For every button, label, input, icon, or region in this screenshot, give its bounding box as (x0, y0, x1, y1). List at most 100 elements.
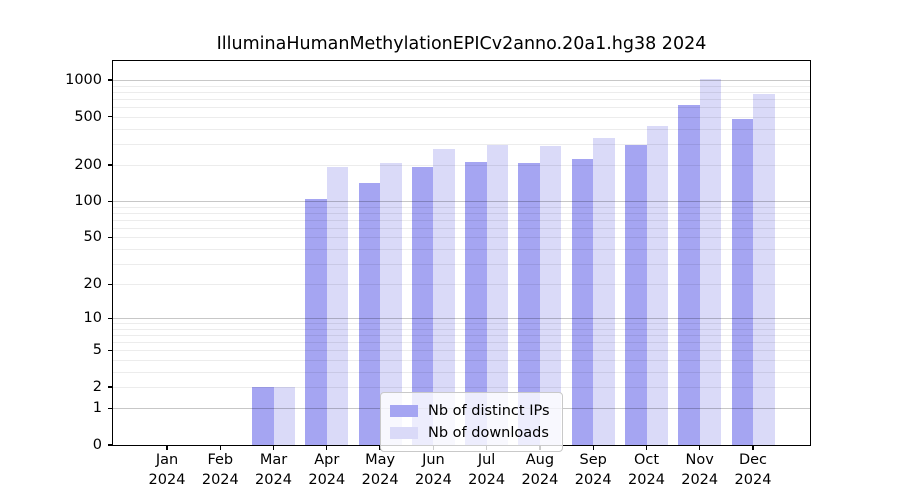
bar-aug-downloads (539, 145, 562, 445)
y-tick-label-20: 20 (83, 276, 102, 293)
y-tick-label-1: 1 (92, 400, 102, 417)
gridline-6 (113, 342, 810, 344)
bar-jul-ips (465, 161, 487, 445)
gridline-60 (113, 227, 810, 229)
y-tick-mark-2 (108, 386, 113, 388)
x-tick-label-apr: Apr 2024 (308, 452, 346, 488)
y-tick-mark-200 (108, 164, 113, 166)
x-tick-mark-oct (645, 445, 648, 450)
y-tick-label-500: 500 (74, 108, 102, 125)
x-tick-label-sep: Sep 2024 (574, 452, 612, 488)
x-tick-label-feb: Feb 2024 (201, 452, 239, 488)
bar-oct-ips (625, 145, 647, 445)
gridline-20 (113, 284, 810, 286)
x-tick-label-nov: Nov 2024 (681, 452, 719, 488)
gridline-8 (113, 329, 810, 330)
x-tick-mark-jan (166, 445, 168, 450)
x-tick-label-aug: Aug 2024 (521, 452, 559, 488)
gridline-300 (113, 143, 810, 145)
bar-sep-ips (571, 158, 594, 445)
gridline-10 (113, 318, 810, 320)
gridline-80 (113, 212, 810, 214)
bar-oct-downloads (646, 125, 668, 445)
y-tick-label-10: 10 (83, 310, 102, 327)
gridline-400 (113, 128, 810, 130)
y-tick-mark-500 (108, 116, 113, 118)
legend-label-distinct-ips: Nb of distinct IPs (428, 403, 550, 419)
y-tick-label-50: 50 (83, 229, 102, 246)
y-tick-label-5: 5 (92, 342, 102, 359)
bar-jul-downloads (486, 145, 509, 445)
legend-label-downloads: Nb of downloads (428, 425, 549, 441)
y-tick-mark-0 (108, 444, 113, 446)
legend-swatch-distinct-ips (390, 405, 418, 417)
gridline-4 (113, 360, 810, 361)
gridline-1000 (113, 80, 810, 82)
gridline-500 (113, 116, 810, 118)
y-tick-mark-100 (108, 200, 113, 202)
y-tick-mark-20 (108, 283, 113, 285)
x-tick-label-jan: Jan 2024 (148, 452, 186, 488)
y-tick-label-0: 0 (92, 437, 102, 453)
legend-entry-downloads: Nb of downloads (390, 422, 550, 444)
x-tick-mark-mar (272, 445, 275, 450)
bar-jun-ips (411, 167, 434, 445)
gridline-800 (113, 91, 810, 93)
y-tick-mark-50 (108, 236, 113, 239)
x-tick-mark-feb (219, 445, 221, 450)
bar-may-downloads (380, 163, 402, 445)
gridline-700 (113, 99, 810, 100)
x-tick-label-jun: Jun 2024 (414, 452, 452, 488)
bar-mar-downloads (273, 387, 295, 445)
x-tick-mark-sep (592, 445, 594, 450)
bar-nov-downloads (699, 78, 722, 445)
y-tick-mark-5 (108, 349, 113, 352)
bar-jun-downloads (433, 149, 455, 445)
x-tick-mark-apr (326, 445, 328, 450)
x-tick-label-mar: Mar 2024 (255, 452, 292, 488)
x-tick-mark-nov (699, 445, 701, 450)
gridline-30 (113, 263, 810, 265)
gridline-900 (113, 85, 810, 87)
bar-nov-ips (678, 105, 700, 445)
plot-area: Nb of distinct IPs Nb of downloads (112, 60, 811, 452)
bar-dec-downloads (753, 93, 775, 445)
y-tick-mark-1 (108, 407, 113, 410)
gridline-2 (113, 387, 810, 388)
y-tick-label-200: 200 (74, 156, 102, 173)
legend-entry-distinct-ips: Nb of distinct IPs (390, 400, 550, 422)
legend: Nb of distinct IPs Nb of downloads (380, 392, 563, 452)
y-tick-mark-10 (108, 317, 113, 320)
bar-dec-ips (731, 119, 753, 445)
gridline-600 (113, 107, 810, 109)
gridline-50 (113, 237, 810, 239)
grid-layer (113, 61, 810, 445)
x-tick-label-dec: Dec 2024 (734, 452, 772, 488)
bar-apr-downloads (326, 167, 349, 445)
legend-swatch-downloads (390, 427, 418, 439)
gridline-5 (113, 350, 810, 352)
x-tick-label-jul: Jul 2024 (468, 452, 506, 488)
y-tick-label-1000: 1000 (65, 72, 102, 89)
bar-aug-ips (518, 162, 540, 445)
gridline-200 (113, 164, 810, 166)
gridline-3 (113, 371, 810, 373)
y-tick-mark-1000 (108, 79, 113, 81)
bar-mar-ips (252, 387, 274, 445)
x-tick-mark-dec (752, 445, 754, 450)
gridline-90 (113, 206, 810, 208)
gridline-100 (113, 201, 810, 203)
bar-may-ips (358, 183, 381, 445)
chart-title: IlluminaHumanMethylationEPICv2anno.20a1.… (216, 34, 707, 54)
x-tick-label-oct: Oct 2024 (628, 452, 665, 488)
gridline-7 (113, 335, 810, 337)
bar-sep-downloads (593, 138, 615, 445)
bar-apr-ips (305, 199, 327, 445)
x-tick-label-may: May 2024 (361, 452, 399, 488)
y-tick-label-100: 100 (74, 193, 102, 210)
gridline-40 (113, 248, 810, 250)
bars-layer (113, 61, 810, 445)
gridline-70 (113, 219, 810, 221)
y-tick-label-2: 2 (92, 379, 102, 395)
